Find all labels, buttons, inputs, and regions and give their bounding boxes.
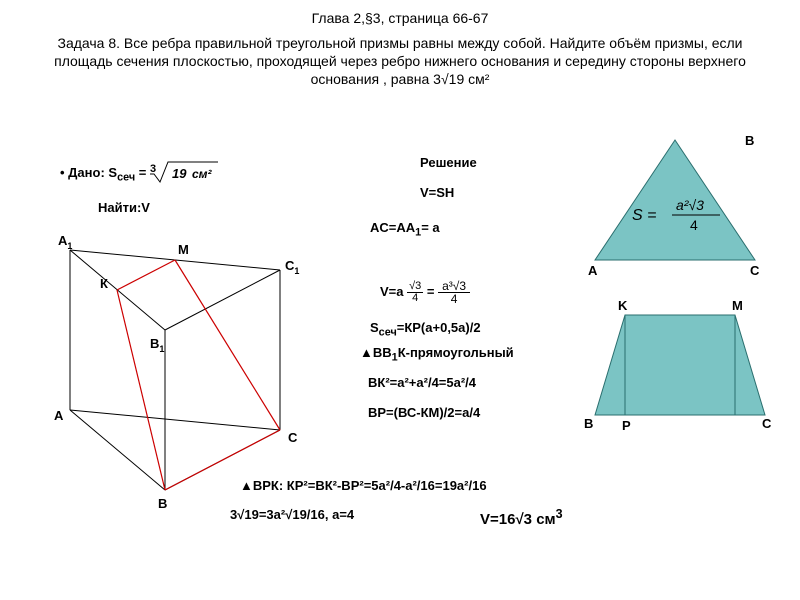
- line-ssec: Sсеч=КР(a+0,5a)/2: [370, 320, 481, 339]
- svg-text:4: 4: [690, 217, 698, 233]
- svg-text:см²: см²: [192, 167, 213, 181]
- line-vsh: V=SH: [420, 185, 454, 200]
- svg-text:A1: A1: [58, 233, 72, 251]
- sqrt-icon: 3 19 см²: [150, 160, 220, 184]
- line-319: 3√19=3a²√19/16, a=4: [230, 507, 354, 522]
- frac1: √3 4: [407, 281, 423, 304]
- line-bk2: ВК²=a²+a²/4=5а²/4: [368, 375, 476, 390]
- svg-text:a²√3: a²√3: [676, 197, 704, 213]
- given-sub: сеч: [117, 172, 135, 184]
- svg-text:В: В: [584, 416, 593, 431]
- line-va: V=a √3 4 = a³√3 4: [380, 280, 470, 305]
- svg-text:Р: Р: [622, 418, 631, 433]
- svg-text:С: С: [750, 263, 760, 278]
- line-v16: V=16√3 см3: [480, 507, 563, 528]
- svg-text:K: K: [618, 298, 628, 313]
- trapezoid-diagram: K M В С Р: [580, 300, 780, 440]
- svg-text:В: В: [158, 496, 167, 511]
- svg-text:С: С: [762, 416, 772, 431]
- svg-text:К: К: [100, 276, 108, 291]
- svg-text:M: M: [732, 298, 743, 313]
- prism-diagram: A1 С1 В1 A С В К М: [50, 220, 330, 500]
- svg-text:С: С: [288, 430, 298, 445]
- solution-label: Решение: [420, 155, 477, 170]
- triangle-diagram: А С В S = a²√3 4: [580, 130, 770, 280]
- svg-text:А: А: [588, 263, 598, 278]
- given-eq: =: [135, 165, 150, 180]
- svg-text:М: М: [178, 242, 189, 257]
- line-acaa: AC=AA1= a: [370, 220, 440, 239]
- given-label: Дано: S: [68, 165, 117, 180]
- frac2: a³√3 4: [438, 280, 470, 305]
- problem-text: Задача 8. Все ребра правильной треугольн…: [0, 26, 800, 93]
- line-bp: ВР=(ВС-КМ)/2=a/4: [368, 405, 480, 420]
- svg-text:С1: С1: [285, 258, 299, 276]
- svg-text:S =: S =: [632, 207, 656, 224]
- svg-text:В: В: [745, 133, 754, 148]
- sqrt-lead: 3: [150, 163, 156, 175]
- svg-text:A: A: [54, 408, 64, 423]
- svg-text:В1: В1: [150, 336, 164, 354]
- find-line: Найти:V: [98, 200, 150, 215]
- line-bb1k: ▲BB1К-прямоугольный: [360, 345, 514, 364]
- chapter-header: Глава 2,§3, страница 66-67: [0, 0, 800, 26]
- given-line: Дано: Sсеч = 3 19 см²: [60, 160, 220, 187]
- sqrt-expr: 3 19 см²: [150, 160, 220, 187]
- svg-text:19: 19: [172, 166, 187, 181]
